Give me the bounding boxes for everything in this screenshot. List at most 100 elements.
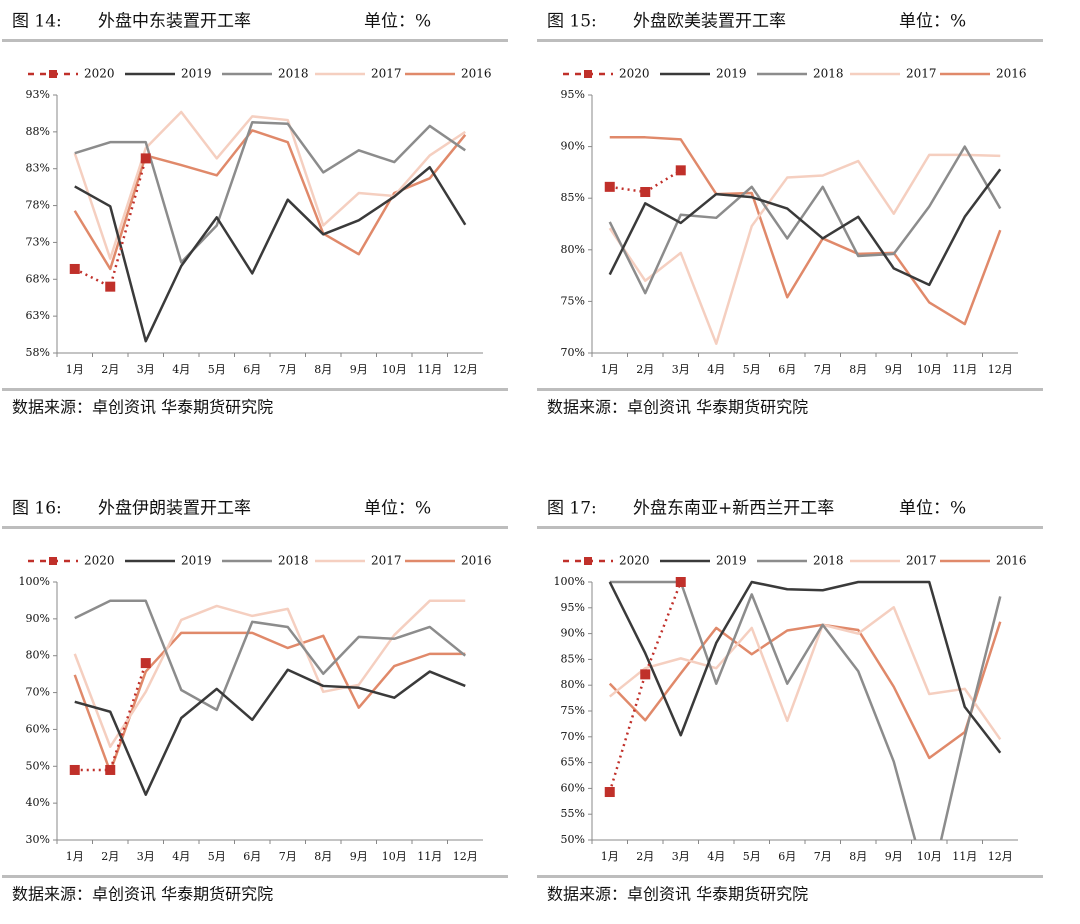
x-tick-label: 8月	[849, 363, 867, 376]
x-tick-label: 9月	[885, 850, 903, 863]
y-tick-label: 50%	[561, 833, 585, 846]
x-tick-label: 1月	[601, 363, 619, 376]
series-line	[608, 606, 1002, 741]
y-tick-label: 68%	[26, 272, 50, 285]
x-tick-label: 6月	[778, 363, 796, 376]
chart-title: 外盘东南亚+新西兰开工率	[633, 499, 834, 519]
x-tick-label: 2月	[101, 850, 119, 863]
legend-label: 2020	[84, 67, 115, 81]
footer-rule	[537, 388, 1043, 391]
x-tick-label: 9月	[885, 363, 903, 376]
legend-label: 2016	[996, 67, 1027, 81]
legend-label: 2016	[461, 554, 492, 568]
x-tick-label: 10月	[917, 850, 942, 863]
series-line	[73, 631, 466, 774]
x-tick-label: 3月	[137, 850, 155, 863]
y-tick-label: 58%	[26, 346, 50, 359]
chart-title: 外盘伊朗装置开工率	[98, 499, 251, 519]
point-marker	[675, 577, 686, 587]
y-tick-label: 65%	[561, 756, 585, 769]
point-marker	[604, 787, 615, 798]
header-rule	[2, 39, 508, 42]
series-line	[608, 621, 1002, 760]
x-tick-label: 12月	[988, 363, 1013, 376]
x-tick-label: 7月	[814, 363, 832, 376]
x-tick-label: 2月	[636, 363, 654, 376]
y-tick-label: 75%	[561, 294, 585, 307]
x-tick-label: 4月	[707, 850, 725, 863]
x-tick-label: 10月	[382, 363, 407, 376]
y-tick-label: 63%	[26, 309, 50, 322]
x-tick-label: 2月	[101, 363, 119, 376]
y-tick-label: 55%	[561, 807, 585, 820]
chart-title: 外盘欧美装置开工率	[633, 12, 786, 32]
y-tick-label: 73%	[26, 235, 50, 248]
figure-label: 图 16:	[12, 499, 62, 519]
x-tick-label: 7月	[814, 850, 832, 863]
chart-title: 外盘中东装置开工率	[98, 12, 251, 32]
legend-label: 2018	[813, 67, 844, 81]
x-tick-label: 1月	[601, 850, 619, 863]
x-tick-label: 1月	[66, 850, 84, 863]
y-tick-label: 80%	[26, 649, 50, 662]
x-tick-label: 9月	[350, 850, 368, 863]
y-tick-label: 100%	[554, 575, 585, 588]
point-marker	[69, 764, 80, 775]
x-tick-label: 3月	[672, 363, 690, 376]
point-marker	[140, 658, 151, 669]
point-marker	[640, 669, 651, 680]
legend-label: 2016	[996, 554, 1027, 568]
point-marker	[675, 165, 686, 176]
legend-label: 2017	[371, 554, 402, 568]
legend-marker	[49, 557, 57, 565]
x-tick-label: 8月	[314, 363, 332, 376]
legend-label: 2017	[906, 554, 937, 568]
y-tick-label: 70%	[26, 686, 50, 699]
legend-label: 2017	[906, 67, 937, 81]
x-tick-label: 11月	[952, 363, 977, 376]
series-line	[74, 668, 466, 796]
x-tick-label: 8月	[314, 850, 332, 863]
figure-label: 图 14:	[12, 12, 62, 32]
x-tick-label: 4月	[172, 850, 190, 863]
header-rule	[2, 526, 508, 529]
y-tick-label: 83%	[26, 162, 50, 175]
x-tick-label: 6月	[243, 850, 261, 863]
x-tick-label: 9月	[350, 363, 368, 376]
y-tick-label: 90%	[561, 140, 585, 153]
plot	[73, 110, 467, 343]
y-tick-label: 80%	[561, 678, 585, 691]
legend-label: 2019	[716, 554, 747, 568]
x-tick-label: 5月	[208, 850, 226, 863]
x-tick-label: 5月	[743, 850, 761, 863]
series-line	[609, 580, 1002, 840]
legend-marker	[584, 70, 592, 78]
y-tick-label: 100%	[19, 575, 50, 588]
x-tick-label: 12月	[453, 850, 478, 863]
x-tick-label: 5月	[743, 363, 761, 376]
header-rule	[537, 39, 1043, 42]
y-tick-label: 90%	[561, 627, 585, 640]
legend-marker	[584, 557, 592, 565]
y-tick-label: 85%	[561, 652, 585, 665]
x-tick-label: 3月	[672, 850, 690, 863]
point-marker	[105, 764, 116, 775]
source-note: 数据来源：卓创资讯 华泰期货研究院	[547, 398, 808, 417]
y-tick-label: 70%	[561, 730, 585, 743]
point-marker	[604, 181, 615, 192]
x-tick-label: 7月	[279, 363, 297, 376]
x-tick-label: 7月	[279, 850, 297, 863]
y-tick-label: 78%	[26, 199, 50, 212]
y-tick-label: 95%	[561, 601, 585, 614]
x-tick-label: 2月	[636, 850, 654, 863]
series-line	[74, 121, 466, 264]
footer-rule	[2, 875, 508, 878]
point-marker	[140, 153, 151, 164]
header-rule	[537, 526, 1043, 529]
unit-label: 单位：%	[899, 12, 966, 32]
source-note: 数据来源：卓创资讯 华泰期货研究院	[12, 885, 273, 904]
x-tick-label: 6月	[778, 850, 796, 863]
series-line	[608, 145, 1002, 295]
source-note: 数据来源：卓创资讯 华泰期货研究院	[547, 885, 808, 904]
point-marker	[105, 281, 116, 292]
